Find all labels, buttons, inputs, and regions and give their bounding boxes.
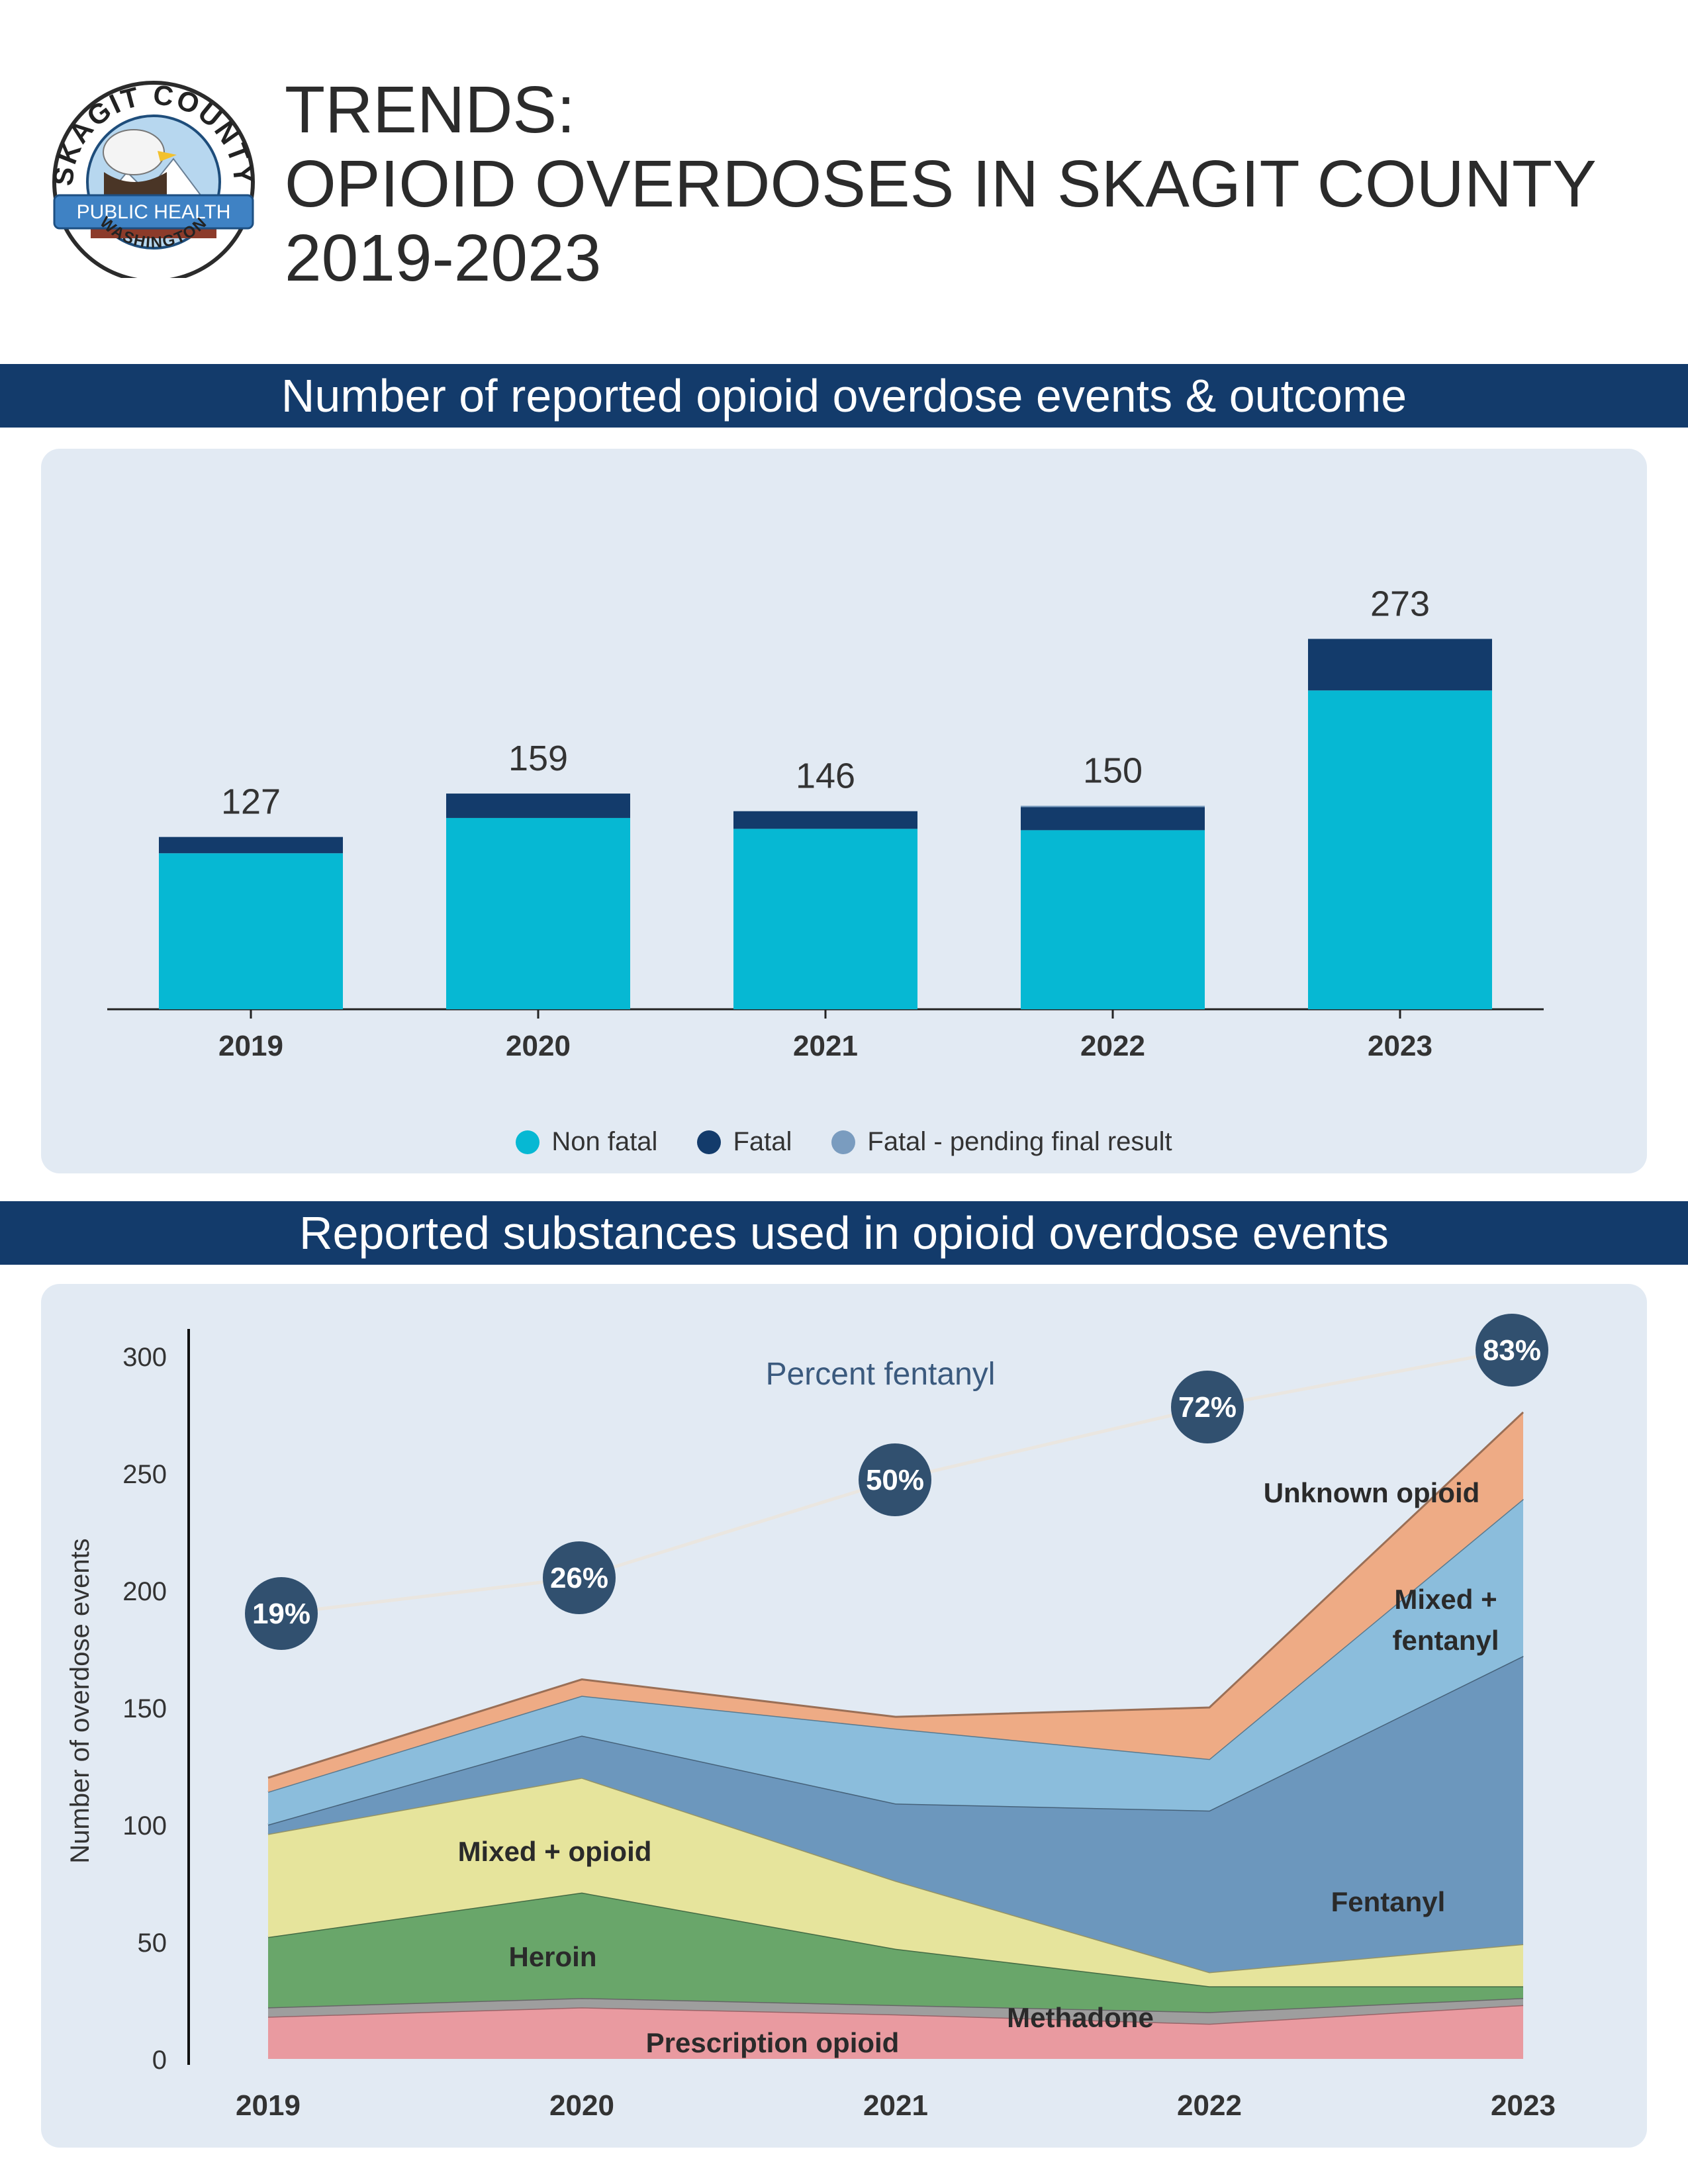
area-label-mixed-opioid: Mixed + opioid (458, 1836, 652, 1867)
x-tick-label-2019: 2019 (218, 1030, 283, 1062)
y-tick-label-0: 0 (152, 2046, 167, 2075)
section-2-heading: Reported substances used in opioid overd… (0, 1201, 1688, 1265)
bar-non-fatal-2019 (159, 853, 343, 1009)
bar-non-fatal-2022 (1021, 830, 1205, 1009)
percent-fentanyl-value-2023: 83% (1483, 1334, 1541, 1367)
bar-fatal-2023 (1308, 639, 1492, 691)
area-label-fentanyl: Fentanyl (1331, 1886, 1446, 1917)
area-prescription-opioid (268, 2005, 1523, 2059)
area-label-heroin: Heroin (508, 1941, 596, 1972)
x-tick-label-2020: 2020 (549, 2089, 614, 2122)
skagit-county-public-health-logo: PUBLIC HEALTH SKAGIT COUNTY WASHINGTON (47, 79, 258, 278)
logo-ribbon-text: PUBLIC HEALTH (77, 201, 231, 223)
bar-total-label-2020: 159 (508, 739, 568, 778)
x-tick-label-2023: 2023 (1368, 1030, 1432, 1062)
legend-label: Non fatal (551, 1127, 658, 1156)
bar-non-fatal-2020 (446, 817, 630, 1009)
area-label-mixed-fentanyl: Mixed + fentanyl (1392, 1584, 1499, 1656)
percent-fentanyl-title: Percent fentanyl (766, 1357, 996, 1392)
area-mixed-fentanyl (268, 1498, 1523, 1825)
bar-fatal-2022 (1021, 807, 1205, 831)
bar-fatal-2020 (446, 794, 630, 818)
area-heroin (268, 1892, 1523, 2013)
bar-chart-panel: 127 2019 159 2020 146 2021 150 2022 273 2023 Non … (41, 449, 1647, 1173)
title-line-3: 2019-2023 (285, 221, 602, 295)
y-axis-title: Number of overdose events (66, 1538, 95, 1863)
x-tick-label-2019: 2019 (236, 2089, 301, 2122)
section-1-heading: Number of reported opioid overdose event… (0, 364, 1688, 428)
bar-non-fatal-2021 (733, 829, 917, 1009)
x-tick-label-2021: 2021 (863, 2089, 928, 2122)
percent-fentanyl-bubble-2019 (245, 1577, 318, 1650)
bar-total-label-2023: 273 (1370, 584, 1430, 623)
percent-fentanyl-value-2020: 26% (550, 1562, 608, 1594)
percent-fentanyl-bubble-2023 (1476, 1314, 1548, 1387)
percent-fentanyl-value-2019: 19% (252, 1598, 310, 1630)
legend-label: Fatal (733, 1127, 792, 1156)
bar-non-fatal-2023 (1308, 690, 1492, 1009)
y-tick-label-200: 200 (122, 1577, 167, 1606)
page-title: TRENDS: OPIOID OVERDOSES IN SKAGIT COUNT… (285, 73, 1597, 295)
title-line-1: TRENDS: (285, 73, 575, 147)
area-methadone (268, 1997, 1523, 2024)
legend-item-fatal: Fatal (697, 1127, 792, 1157)
x-tick-label-2021: 2021 (793, 1030, 858, 1062)
legend-swatch (697, 1130, 722, 1154)
x-tick-label-2020: 2020 (506, 1030, 571, 1062)
bar-chart-legend: Non fatal Fatal Fatal - pending final resu… (41, 1127, 1647, 1157)
bar-chart: 127 2019 159 2020 146 2021 150 2022 273 2023 (107, 584, 1544, 1062)
bar-fatal-2021 (733, 811, 917, 829)
percent-fentanyl-bubble-2022 (1171, 1371, 1244, 1443)
bar-total-label-2021: 146 (796, 756, 855, 796)
percent-fentanyl-value-2022: 72% (1178, 1391, 1237, 1424)
y-tick-label-300: 300 (122, 1343, 167, 1372)
title-line-2: OPIOID OVERDOSES IN SKAGIT COUNTY (285, 147, 1597, 221)
percent-fentanyl-bubble-2021 (859, 1443, 931, 1516)
bar-total-label-2019: 127 (221, 782, 281, 822)
area-chart: 0 50 100 150 200 250 300 Number of overdose eve… (66, 1314, 1556, 2122)
x-tick-label-2022: 2022 (1080, 1030, 1145, 1062)
area-label-prescription-opioid: Prescription opioid (646, 2027, 900, 2058)
area-label-methadone: Methadone (1007, 2002, 1154, 2033)
bar-fatal-2019 (159, 837, 343, 854)
y-tick-label-250: 250 (122, 1460, 167, 1489)
area-edge-unknown-opioid (267, 1411, 1524, 1779)
percent-fentanyl-bubble-2020 (543, 1541, 616, 1614)
x-tick-label-2022: 2022 (1177, 2089, 1242, 2122)
bar-total-label-2022: 150 (1083, 751, 1143, 791)
area-label-unknown-opioid: Unknown opioid (1264, 1477, 1480, 1508)
x-tick-label-2023: 2023 (1491, 2089, 1556, 2122)
y-tick-label-50: 50 (138, 1929, 167, 1958)
y-tick-label-100: 100 (122, 1811, 167, 1841)
area-fentanyl (268, 1656, 1523, 1973)
legend-item-fatal-pending-final-result: Fatal - pending final result (831, 1127, 1172, 1157)
area-mixed-opioid (268, 1778, 1523, 1987)
legend-swatch (516, 1130, 540, 1154)
legend-swatch (831, 1130, 856, 1154)
percent-fentanyl-value-2021: 50% (866, 1464, 924, 1496)
legend-item-non-fatal: Non fatal (516, 1127, 657, 1157)
legend-label: Fatal - pending final result (867, 1127, 1172, 1156)
bar-fatal-pending-final-result-2022 (1021, 805, 1205, 807)
y-tick-label-150: 150 (122, 1694, 167, 1723)
area-chart-panel: 0 50 100 150 200 250 300 Number of overdose eve… (41, 1284, 1647, 2148)
